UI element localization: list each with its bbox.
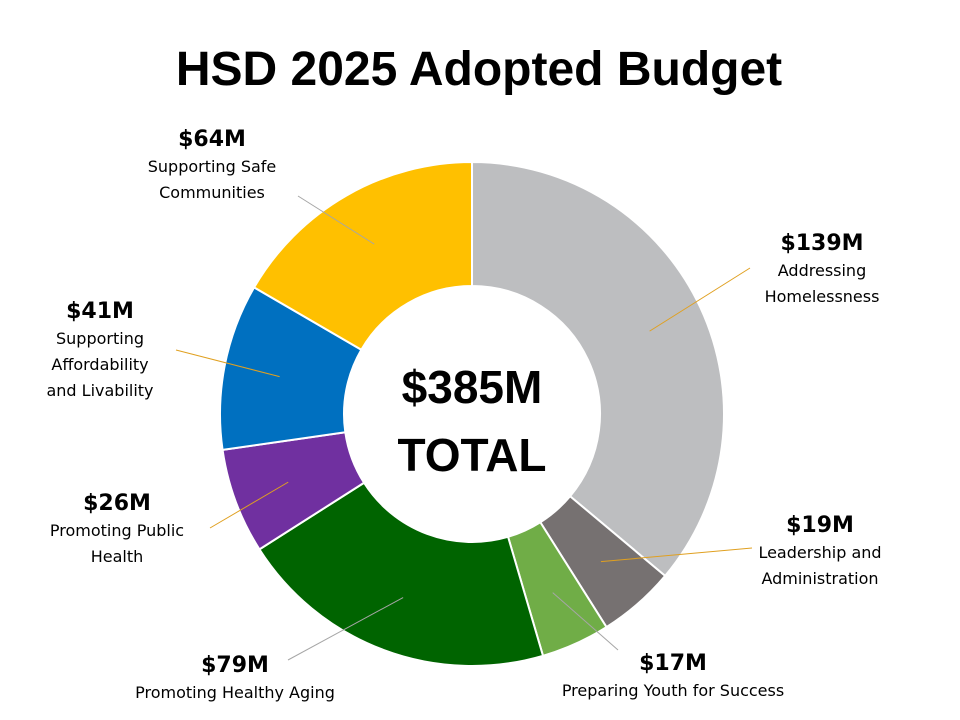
leader-line-preparing-youth bbox=[552, 592, 619, 651]
slice-addressing-homelessness bbox=[471, 160, 725, 578]
leader-line-affordability-livability bbox=[175, 349, 280, 378]
center-total-amount: $385M bbox=[401, 361, 543, 413]
slice-name-label: Supporting Affordability and Livability bbox=[46, 329, 154, 400]
label-addressing-homelessness: $139M Addressing Homelessness bbox=[742, 230, 902, 310]
label-preparing-youth: $17M Preparing Youth for Success bbox=[543, 650, 803, 704]
leader-line-public-health bbox=[209, 481, 289, 529]
leader-line-leadership-administration bbox=[600, 547, 753, 563]
label-affordability-livability: $41M Supporting Affordability and Livabi… bbox=[30, 298, 170, 404]
slice-value-label: $17M bbox=[639, 651, 707, 676]
label-healthy-aging: $79M Promoting Healthy Aging bbox=[115, 652, 355, 706]
slice-name-label: Addressing Homelessness bbox=[764, 261, 880, 306]
slice-value-label: $26M bbox=[83, 491, 151, 516]
slice-healthy-aging bbox=[258, 481, 545, 667]
leader-line-addressing-homelessness bbox=[649, 267, 751, 332]
slice-value-label: $79M bbox=[201, 653, 269, 678]
slice-value-label: $64M bbox=[178, 127, 246, 152]
slice-name-label: Supporting Safe Communities bbox=[147, 157, 277, 202]
center-total-label: TOTAL bbox=[397, 429, 547, 481]
leader-line-safe-communities bbox=[297, 195, 375, 245]
chart-title: HSD 2025 Adopted Budget bbox=[175, 43, 783, 96]
slice-safe-communities bbox=[252, 160, 473, 352]
label-public-health: $26M Promoting Public Health bbox=[32, 490, 202, 570]
slice-name-label: Promoting Public Health bbox=[49, 521, 185, 566]
slice-value-label: $19M bbox=[786, 513, 854, 538]
slice-name-label: Leadership and Administration bbox=[758, 543, 882, 588]
label-safe-communities: $64M Supporting Safe Communities bbox=[132, 126, 292, 206]
slice-name-label: Preparing Youth for Success bbox=[561, 681, 785, 700]
label-leadership-administration: $19M Leadership and Administration bbox=[740, 512, 900, 592]
leader-line-healthy-aging bbox=[287, 597, 404, 661]
slice-value-label: $139M bbox=[780, 231, 864, 256]
slice-name-label: Promoting Healthy Aging bbox=[135, 683, 335, 702]
slice-value-label: $41M bbox=[66, 299, 134, 324]
